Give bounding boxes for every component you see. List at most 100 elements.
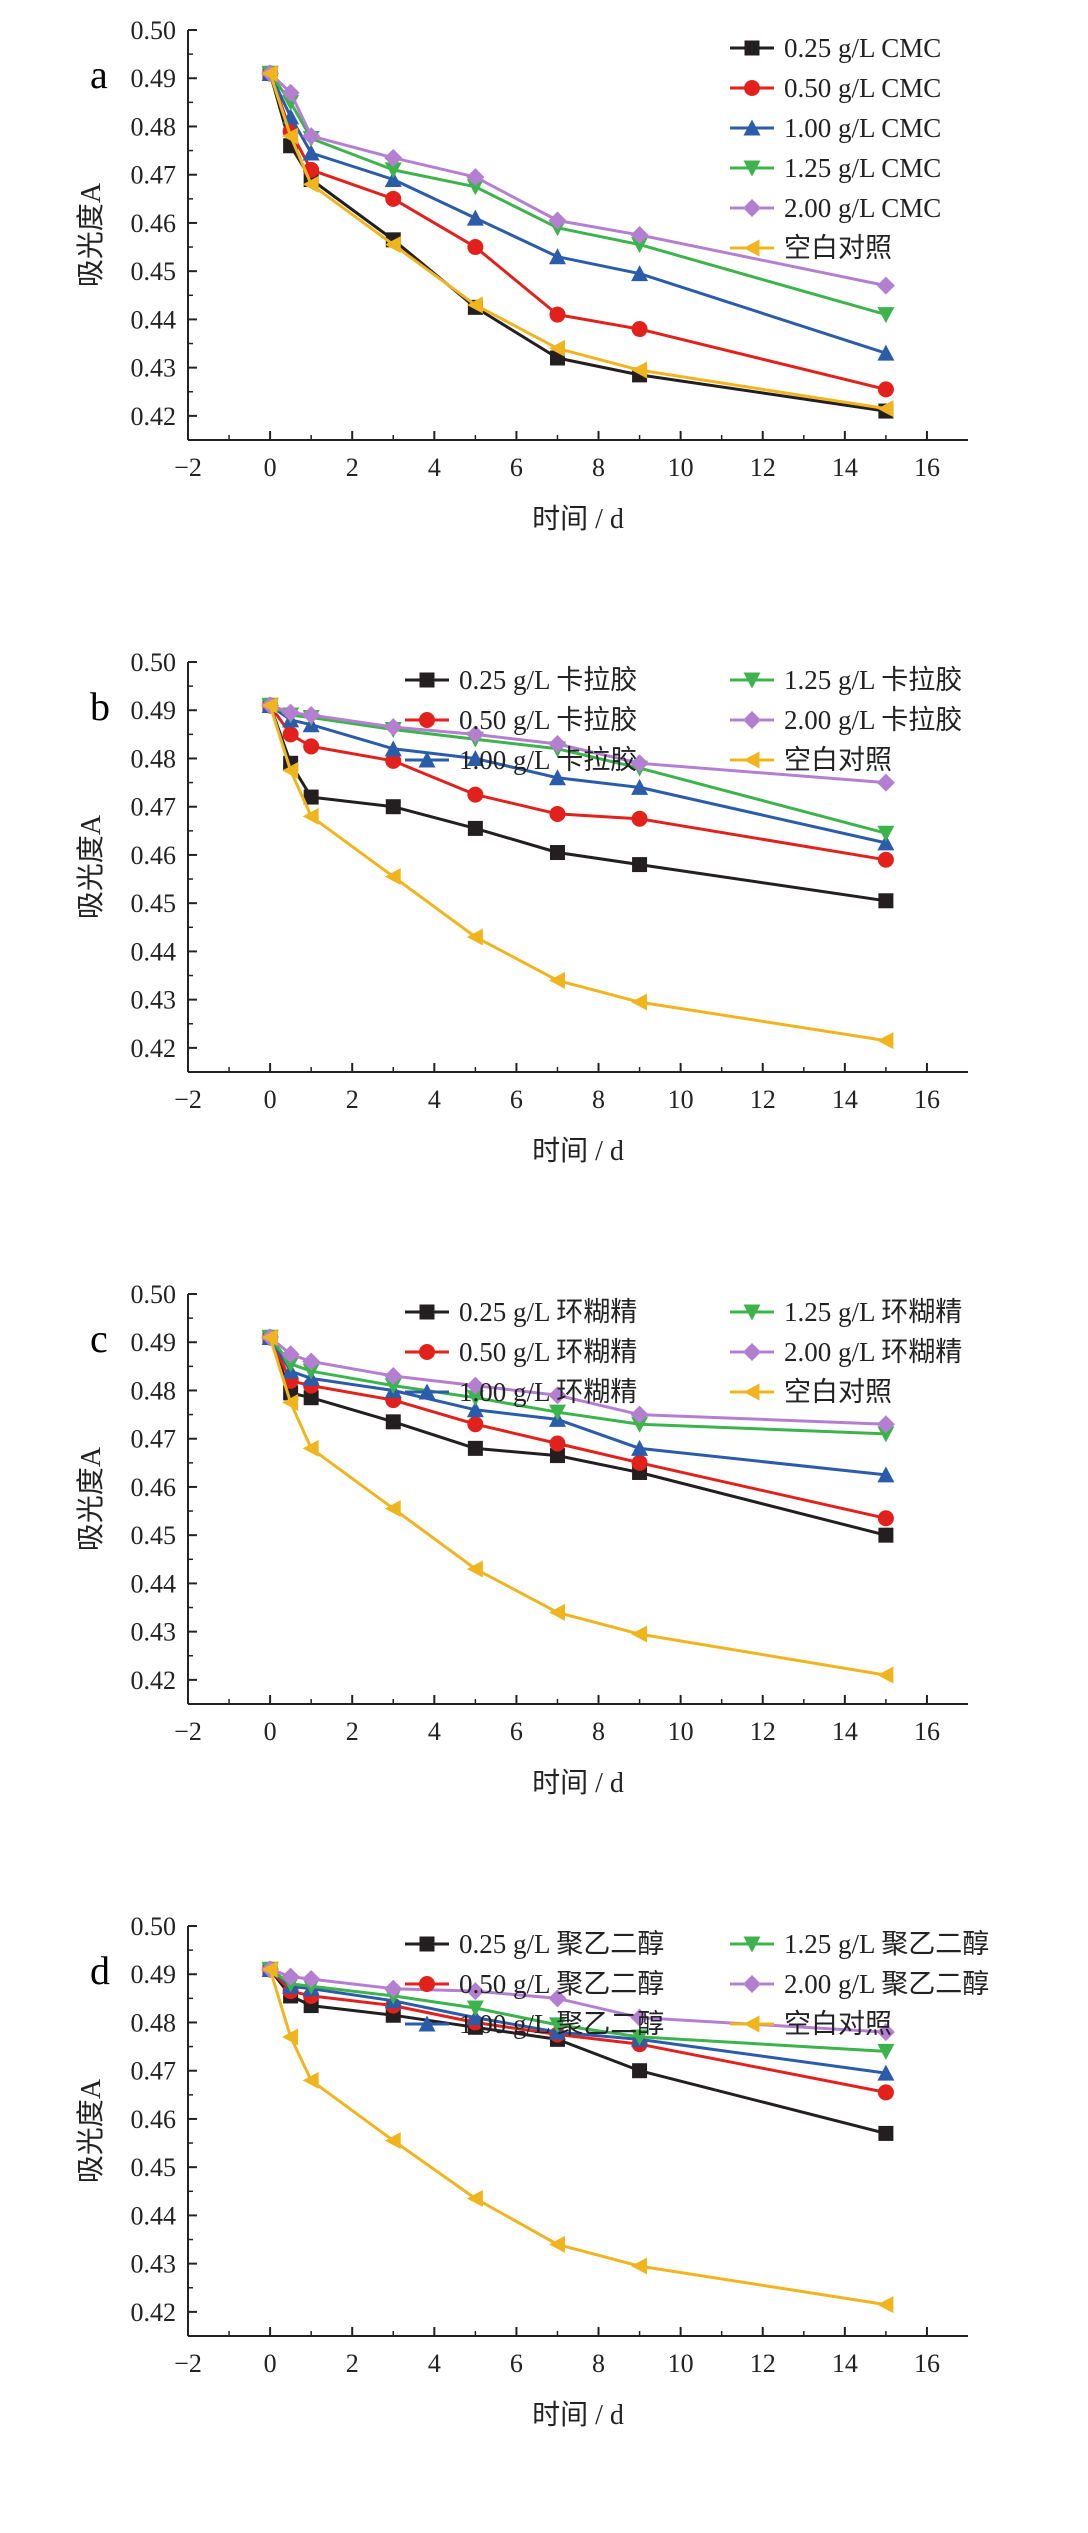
data-point (384, 2132, 401, 2150)
data-point (549, 805, 566, 822)
legend-label: 0.50 g/L CMC (784, 73, 941, 103)
data-point (548, 1386, 567, 1405)
legend-label: 0.25 g/L 聚乙二醇 (459, 1929, 664, 1959)
y-tick-label: 0.50 (131, 1280, 177, 1309)
data-point (385, 190, 402, 207)
legend-label: 2.00 g/L 环糊精 (784, 1337, 962, 1367)
data-point (466, 296, 483, 314)
series-5 (261, 1960, 894, 2314)
x-tick-label: 16 (914, 1085, 940, 1114)
panel-letter: c (90, 1316, 108, 1361)
data-point (631, 1439, 649, 1456)
data-point (303, 738, 320, 755)
y-tick-label: 0.43 (131, 986, 177, 1015)
data-point (281, 1967, 300, 1986)
chart-panel-b: b 0.42 0.43 0.44 0.45 0.46 0.47 0.48 0.49 0.50 −2 0… (75, 648, 968, 1167)
data-point (631, 321, 648, 338)
data-point (631, 810, 648, 827)
data-point (282, 762, 299, 780)
y-tick-label: 0.49 (131, 1328, 177, 1357)
y-tick-label: 0.50 (131, 648, 177, 677)
data-point (466, 2000, 484, 2017)
data-point (385, 1414, 401, 1430)
x-tick-label: 12 (750, 2349, 776, 2378)
legend: 0.25 g/L 聚乙二醇 0.50 g/L 聚乙二醇 1.00 g/L 聚乙二醇 1… (405, 1929, 989, 2039)
data-point (282, 726, 299, 743)
data-point (877, 1510, 894, 1527)
legend-item: 1.25 g/L CMC (730, 153, 941, 183)
y-tick-label: 0.48 (131, 744, 177, 773)
data-point (877, 344, 895, 361)
y-tick-label: 0.42 (131, 1666, 177, 1695)
legend-label: 0.25 g/L CMC (784, 33, 941, 63)
x-axis-label: 时间 / d (532, 1767, 624, 1799)
legend-label: 空白对照 (784, 2009, 892, 2039)
legend-marker (419, 672, 435, 688)
data-point (281, 83, 300, 102)
data-point (466, 1401, 484, 1418)
legend-label: 空白对照 (784, 1377, 892, 1407)
y-axis-label: 吸光度A (75, 2078, 107, 2183)
x-tick-label: 6 (510, 1085, 523, 1114)
legend-marker (419, 1976, 435, 1992)
y-axis-label: 吸光度A (75, 182, 107, 287)
data-point (877, 1426, 895, 1443)
legend-label: 空白对照 (784, 745, 892, 775)
data-point (549, 845, 565, 861)
data-point (548, 735, 567, 753)
data-point (281, 703, 300, 722)
legend-marker (419, 1304, 435, 1320)
y-tick-label: 0.46 (131, 2105, 177, 2134)
y-tick-label: 0.42 (131, 1034, 177, 1063)
y-tick-label: 0.42 (131, 2298, 177, 2327)
data-point (261, 696, 278, 714)
legend-marker (743, 1936, 761, 1953)
legend-marker (419, 712, 435, 728)
x-tick-label: 0 (264, 1717, 277, 1746)
data-point (282, 2028, 299, 2046)
legend-item: 2.00 g/L 环糊精 (730, 1337, 962, 1367)
x-tick-label: −2 (174, 1717, 202, 1746)
data-point (261, 1328, 278, 1346)
x-tick-label: 2 (346, 1717, 359, 1746)
data-point (877, 834, 895, 851)
data-point (548, 248, 566, 265)
legend-label: 0.50 g/L 卡拉胶 (459, 705, 637, 735)
data-point (632, 857, 648, 873)
y-axis-label: 吸光度A (75, 1446, 107, 1551)
data-point (302, 1439, 319, 1457)
data-point (631, 265, 649, 282)
data-point (876, 1415, 895, 1434)
series-line (268, 704, 887, 1043)
data-point (466, 209, 484, 226)
x-tick-label: 4 (428, 453, 441, 482)
legend-marker (418, 2015, 436, 2032)
data-point (878, 2125, 894, 2141)
data-point (877, 851, 894, 868)
legend-item: 2.00 g/L 聚乙二醇 (730, 1969, 989, 1999)
legend-label: 1.00 g/L 聚乙二醇 (459, 2009, 664, 2039)
legend-label: 1.25 g/L 环糊精 (784, 1297, 962, 1327)
legend-marker (743, 1304, 761, 1321)
x-tick-label: 16 (914, 2349, 940, 2378)
data-point (548, 339, 565, 357)
y-tick-label: 0.44 (131, 2201, 177, 2230)
y-tick-label: 0.46 (131, 1473, 177, 1502)
data-point (631, 1625, 648, 1643)
chart-panel-c: c 0.42 0.43 0.44 0.45 0.46 0.47 0.48 0.49 0.50 −2 0… (75, 1280, 968, 1799)
legend: 0.25 g/L 环糊精 0.50 g/L 环糊精 1.00 g/L 环糊精 1.25… (405, 1297, 962, 1407)
data-point (877, 825, 895, 842)
data-point (302, 144, 320, 161)
data-point (631, 361, 648, 379)
data-point (281, 1345, 300, 1364)
data-point (877, 381, 894, 398)
data-point (302, 1363, 320, 1380)
legend-marker (743, 1343, 761, 1361)
y-tick-label: 0.49 (131, 64, 177, 93)
data-point (878, 893, 894, 909)
x-tick-label: 2 (346, 453, 359, 482)
data-point (385, 799, 401, 815)
data-point (877, 2084, 894, 2101)
x-axis-label: 时间 / d (532, 2399, 624, 2431)
